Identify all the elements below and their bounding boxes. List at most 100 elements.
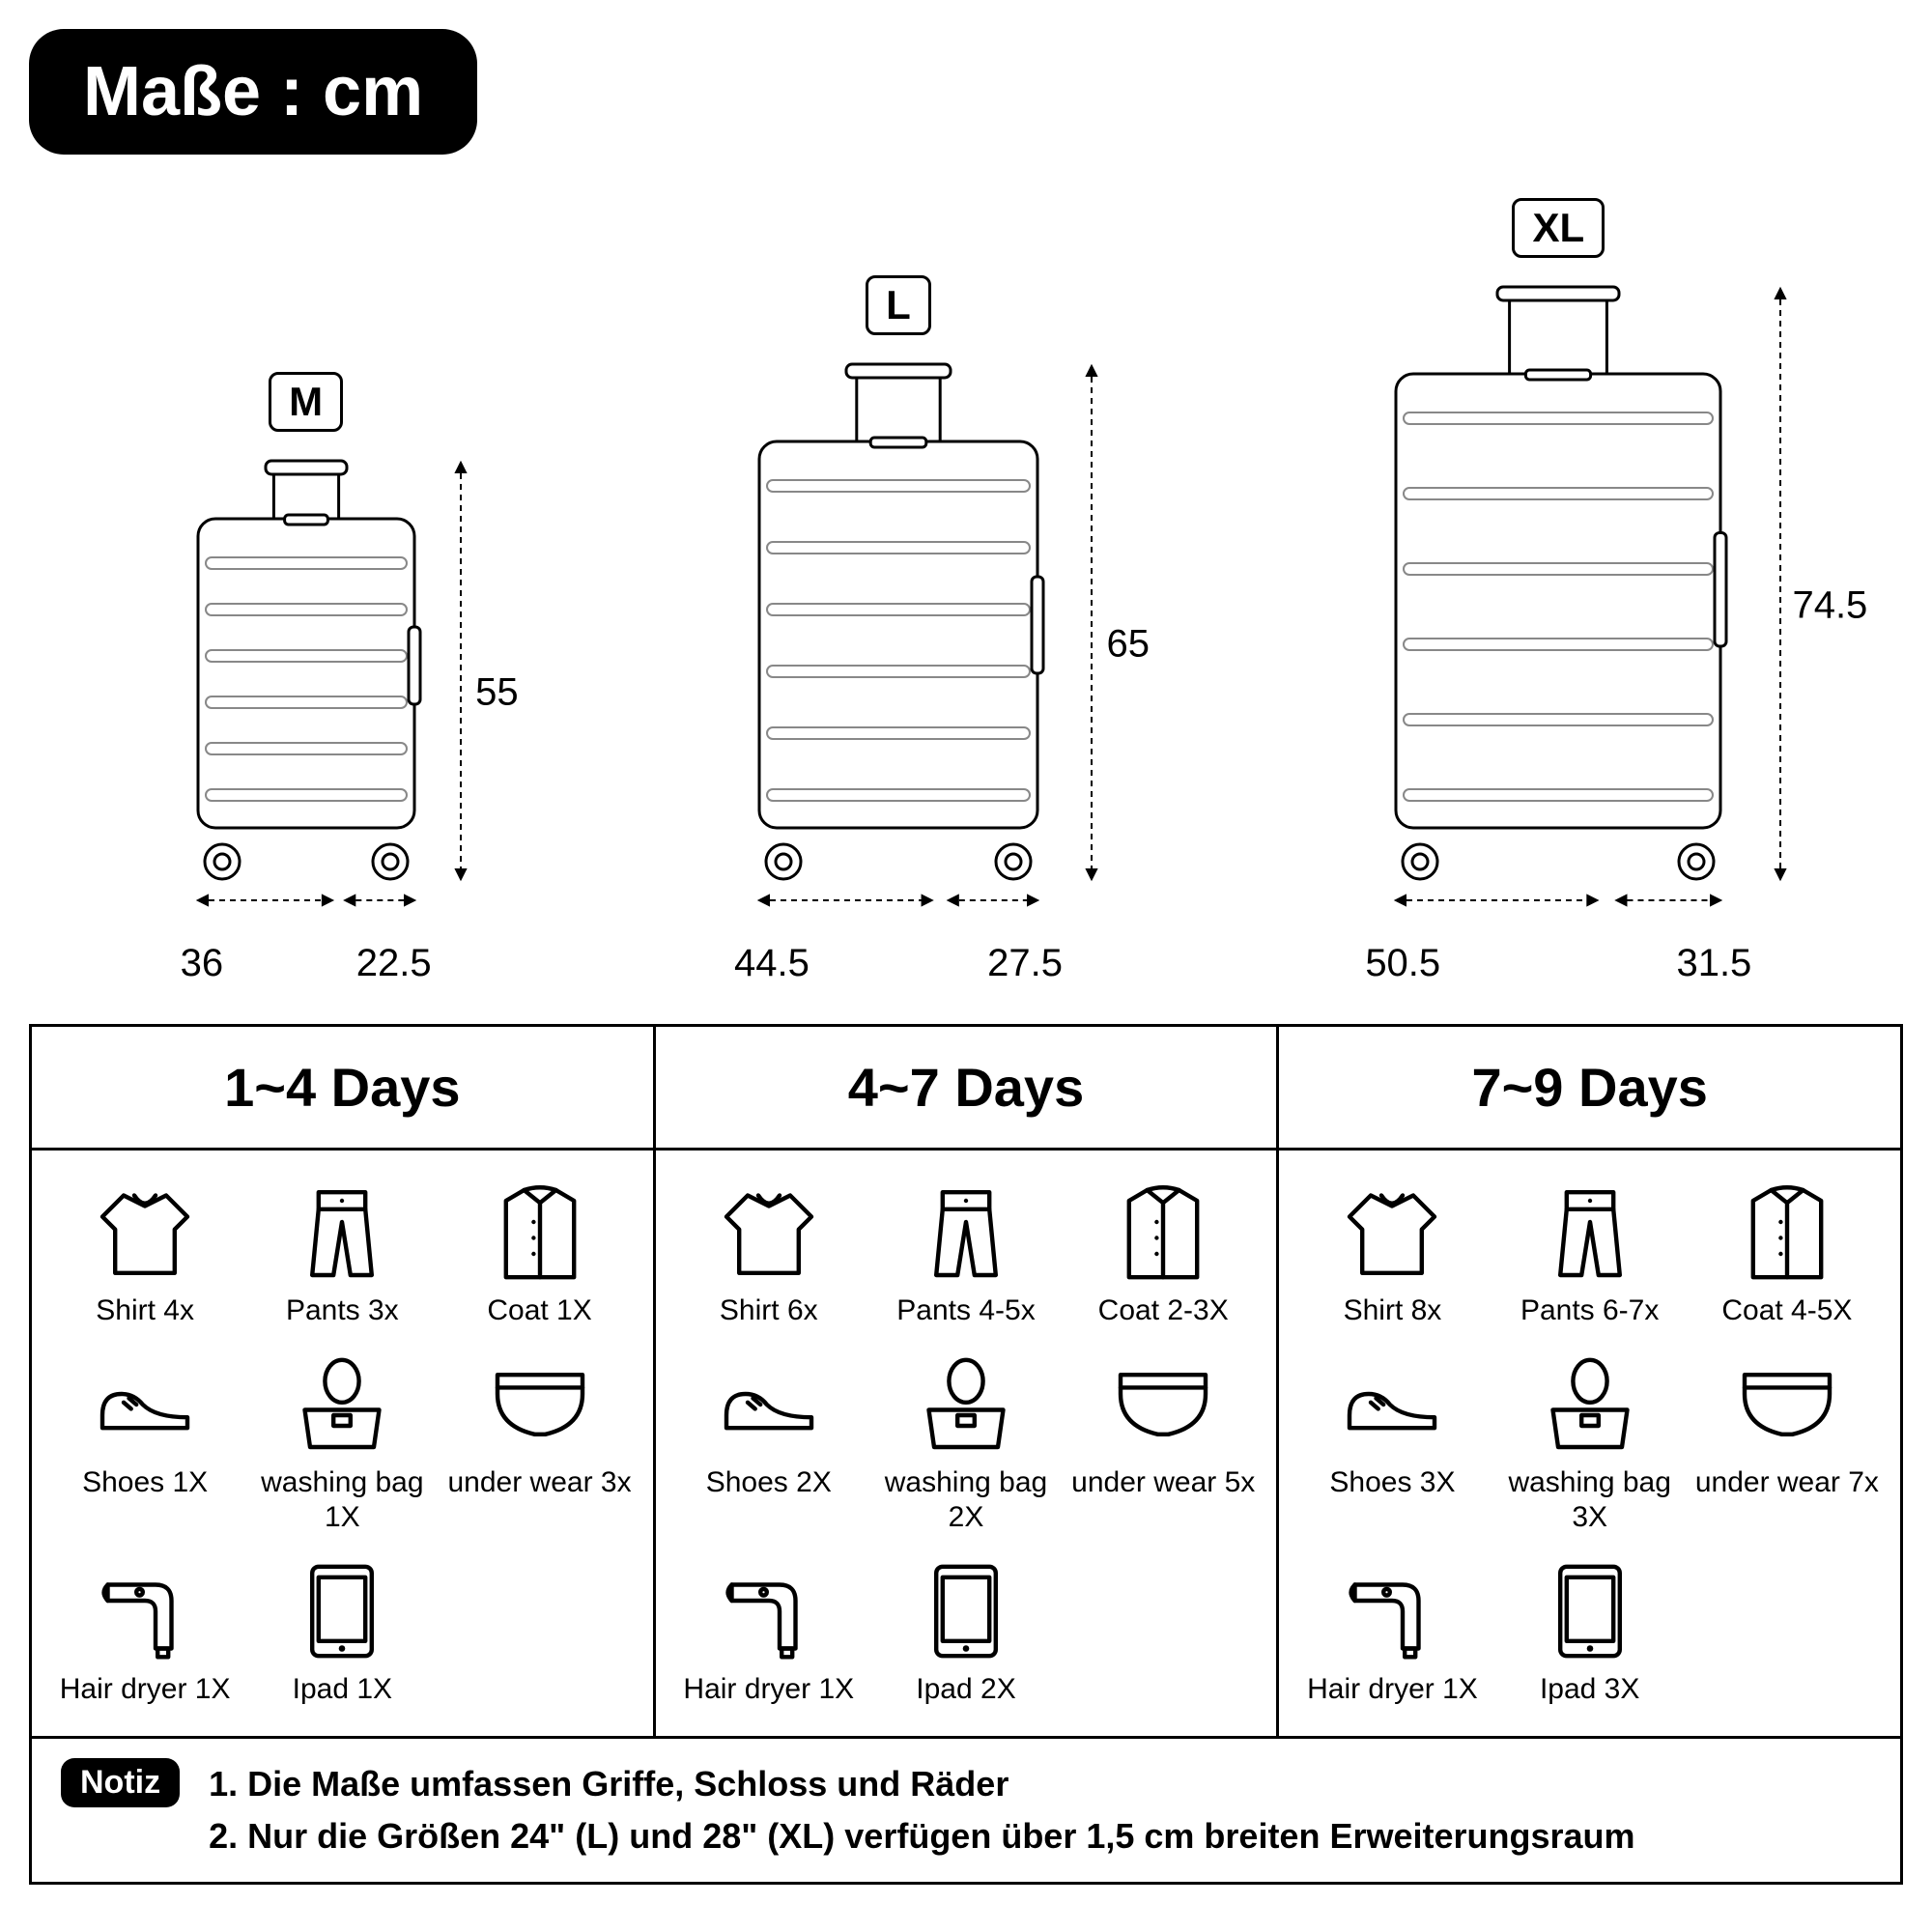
pack-item-label: under wear 3x: [447, 1465, 631, 1500]
pack-item-shoe: Shoes 3X: [1298, 1351, 1486, 1535]
table-header: 1~4 Days4~7 Days7~9 Days: [32, 1027, 1900, 1151]
column-header: 7~9 Days: [1279, 1027, 1900, 1148]
packing-table: 1~4 Days4~7 Days7~9 Days Shirt 4x Pants …: [29, 1024, 1903, 1885]
pack-item-label: Ipad 1X: [293, 1672, 392, 1707]
pack-item-pants: Pants 6-7x: [1496, 1179, 1684, 1328]
pack-item-label: Ipad 3X: [1540, 1672, 1639, 1707]
pants-icon: [289, 1179, 395, 1286]
suitcase-illustration: 65: [724, 355, 1072, 934]
note-badge: Notiz: [61, 1758, 180, 1807]
pack-item-pants: Pants 3x: [248, 1179, 436, 1328]
pack-item-coat: Coat 4-5X: [1693, 1179, 1881, 1328]
note-line-2: 2. Nur die Größen 24" (L) und 28" (XL) v…: [209, 1810, 1634, 1862]
shoe-icon: [1339, 1351, 1445, 1458]
pants-icon: [913, 1179, 1019, 1286]
pack-item-ipad: Ipad 1X: [248, 1558, 436, 1707]
pack-item-coat: Coat 2-3X: [1069, 1179, 1257, 1328]
pack-item-label: Hair dryer 1X: [683, 1672, 854, 1707]
height-value: 65: [1106, 623, 1150, 667]
pack-item-underwear: under wear 5x: [1069, 1351, 1257, 1535]
underwear-icon: [1110, 1351, 1216, 1458]
bottom-dimensions: 44.5 27.5: [724, 942, 1072, 985]
pack-item-label: Shirt 4x: [96, 1293, 194, 1328]
pack-item-label: Hair dryer 1X: [1307, 1672, 1478, 1707]
pack-item-ipad: Ipad 3X: [1496, 1558, 1684, 1707]
size-label: XL: [1512, 198, 1605, 258]
pack-item-bag: washing bag 1X: [248, 1351, 436, 1535]
width-value: 44.5: [734, 942, 810, 985]
pack-item-shirt: Shirt 4x: [51, 1179, 239, 1328]
depth-value: 31.5: [1676, 942, 1751, 985]
pack-item-dryer: Hair dryer 1X: [1298, 1558, 1486, 1707]
suitcase-l: L: [724, 275, 1072, 985]
pack-item-coat: Coat 1X: [445, 1179, 633, 1328]
suitcase-illustration: 74.5: [1355, 277, 1761, 934]
ipad-icon: [289, 1558, 395, 1664]
suitcase-illustration: 55: [171, 451, 441, 934]
suitcase-m: M: [171, 372, 441, 985]
packing-column: Shirt 4x Pants 3x Coat 1X Shoes 1X washi…: [32, 1151, 656, 1736]
pack-item-label: washing bag 2X: [872, 1465, 1060, 1535]
pack-item-bag: washing bag 3X: [1496, 1351, 1684, 1535]
pack-item-ipad: Ipad 2X: [872, 1558, 1060, 1707]
suitcases-row: M: [29, 193, 1903, 985]
pack-item-shirt: Shirt 6x: [675, 1179, 863, 1328]
table-body: Shirt 4x Pants 3x Coat 1X Shoes 1X washi…: [32, 1151, 1900, 1739]
bag-icon: [913, 1351, 1019, 1458]
coat-icon: [1734, 1179, 1840, 1286]
pack-item-label: Pants 3x: [286, 1293, 399, 1328]
pack-item-shoe: Shoes 2X: [675, 1351, 863, 1535]
pack-item-label: Shoes 3X: [1329, 1465, 1455, 1500]
shoe-icon: [92, 1351, 198, 1458]
height-value: 74.5: [1792, 584, 1867, 628]
pack-item-label: Shoes 1X: [82, 1465, 208, 1500]
pack-item-underwear: under wear 7x: [1693, 1351, 1881, 1535]
pants-icon: [1537, 1179, 1643, 1286]
bag-icon: [1537, 1351, 1643, 1458]
pack-item-shoe: Shoes 1X: [51, 1351, 239, 1535]
width-value: 36: [181, 942, 224, 985]
underwear-icon: [1734, 1351, 1840, 1458]
coat-icon: [1110, 1179, 1216, 1286]
pack-item-label: Coat 2-3X: [1098, 1293, 1229, 1328]
depth-value: 22.5: [356, 942, 432, 985]
coat-icon: [487, 1179, 593, 1286]
bottom-dimensions: 50.5 31.5: [1355, 942, 1761, 985]
dryer-icon: [92, 1558, 198, 1664]
ipad-icon: [913, 1558, 1019, 1664]
shirt-icon: [92, 1179, 198, 1286]
height-value: 55: [475, 671, 519, 715]
width-value: 50.5: [1365, 942, 1440, 985]
pack-item-underwear: under wear 3x: [445, 1351, 633, 1535]
pack-item-bag: washing bag 2X: [872, 1351, 1060, 1535]
shirt-icon: [716, 1179, 822, 1286]
notes-row: Notiz 1. Die Maße umfassen Griffe, Schlo…: [32, 1739, 1900, 1882]
depth-value: 27.5: [987, 942, 1063, 985]
column-header: 1~4 Days: [32, 1027, 656, 1148]
note-line-1: 1. Die Maße umfassen Griffe, Schloss und…: [209, 1758, 1634, 1810]
pack-item-dryer: Hair dryer 1X: [51, 1558, 239, 1707]
dryer-icon: [1339, 1558, 1445, 1664]
bottom-dimensions: 36 22.5: [171, 942, 441, 985]
shoe-icon: [716, 1351, 822, 1458]
pack-item-label: Ipad 2X: [916, 1672, 1015, 1707]
suitcase-xl: XL: [1355, 198, 1761, 985]
pack-item-label: washing bag 3X: [1496, 1465, 1684, 1535]
packing-column: Shirt 6x Pants 4-5x Coat 2-3X Shoes 2X w…: [656, 1151, 1280, 1736]
pack-item-label: Pants 4-5x: [896, 1293, 1035, 1328]
pack-item-dryer: Hair dryer 1X: [675, 1558, 863, 1707]
packing-column: Shirt 8x Pants 6-7x Coat 4-5X Shoes 3X w…: [1279, 1151, 1900, 1736]
shirt-icon: [1339, 1179, 1445, 1286]
pack-item-label: Hair dryer 1X: [60, 1672, 231, 1707]
ipad-icon: [1537, 1558, 1643, 1664]
pack-item-pants: Pants 4-5x: [872, 1179, 1060, 1328]
dryer-icon: [716, 1558, 822, 1664]
pack-item-label: Coat 1X: [487, 1293, 591, 1328]
pack-item-label: Shoes 2X: [706, 1465, 832, 1500]
size-label: L: [866, 275, 931, 335]
bag-icon: [289, 1351, 395, 1458]
pack-item-label: under wear 5x: [1071, 1465, 1255, 1500]
pack-item-label: Coat 4-5X: [1721, 1293, 1852, 1328]
underwear-icon: [487, 1351, 593, 1458]
pack-item-label: washing bag 1X: [248, 1465, 436, 1535]
